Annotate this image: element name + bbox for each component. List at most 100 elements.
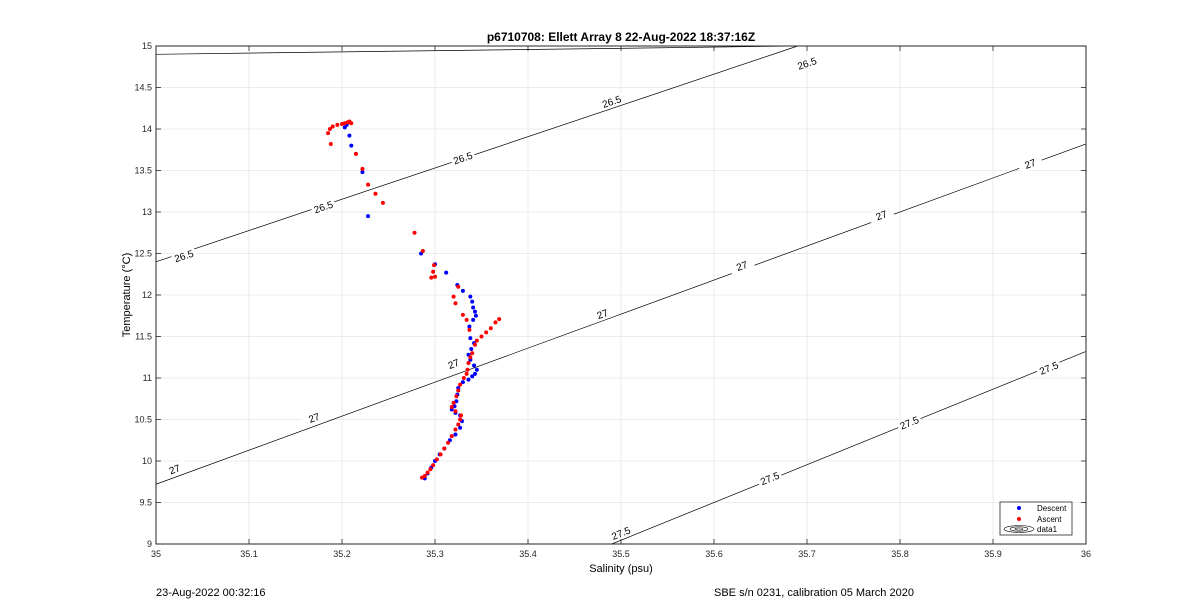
contour-label: 27 — [1023, 158, 1038, 172]
x-tick-label: 35.5 — [612, 549, 630, 559]
y-tick-label: 14.5 — [134, 83, 152, 93]
y-tick-label: 10.5 — [134, 415, 152, 425]
ascent-point — [460, 312, 465, 317]
y-tick-label: 13 — [142, 207, 152, 217]
descent-point — [453, 432, 458, 437]
contour-label-bg — [793, 53, 821, 73]
ascent-point — [442, 446, 447, 451]
ascent-point — [360, 166, 365, 171]
contour-label-bg — [300, 408, 328, 428]
x-tick-label: 35.6 — [705, 549, 723, 559]
ascent-point — [451, 294, 456, 299]
ascent-point — [456, 284, 461, 289]
contour-label: 27 — [307, 412, 322, 426]
legend-contour-icon — [1003, 525, 1035, 533]
ascent-point — [335, 122, 340, 127]
descent-point — [474, 367, 479, 372]
y-tick-label: 10 — [142, 456, 152, 466]
ascent-point — [330, 124, 335, 129]
contour-label-bg — [895, 412, 923, 433]
grid-lines — [155, 45, 1087, 545]
ascent-point — [461, 376, 466, 380]
ascent-point — [373, 191, 378, 196]
ascent-point — [419, 475, 424, 480]
y-tick-label: 11 — [143, 373, 152, 383]
contour-line — [611, 351, 1087, 545]
y-tick-label: 9.5 — [139, 498, 152, 508]
ascent-point — [453, 427, 458, 432]
x-tick-label: 35.2 — [333, 549, 351, 559]
ascent-point — [472, 342, 477, 347]
descent-point — [471, 305, 476, 310]
y-tick-label: 14 — [142, 124, 152, 134]
descent-point — [366, 214, 371, 219]
descent-point — [444, 270, 449, 275]
ascent-point — [497, 317, 502, 322]
ascent-point — [431, 463, 436, 468]
ascent-point — [446, 440, 451, 445]
ascent-point — [429, 275, 434, 280]
ascent-point — [464, 371, 469, 376]
ascent-point — [456, 388, 461, 393]
footer-sensor-note: SBE s/n 0231, calibration 05 March 2020 — [714, 587, 914, 599]
x-tick-label: 35.8 — [891, 549, 909, 559]
axis-ticks: 35 35.1 35.2 35.3 35.4 35.5 35.6 35.7 35.8 35.9 36… — [134, 41, 1091, 559]
descent-point — [470, 299, 475, 304]
ascent-point — [412, 230, 417, 235]
contour-label: 26.5 — [313, 200, 335, 217]
ascent-point — [458, 382, 463, 387]
descent-point — [472, 309, 477, 314]
descent-point — [342, 125, 347, 130]
contour-label: 26.5 — [452, 151, 474, 168]
ascent-point — [449, 434, 454, 439]
contour-label: 26.5 — [796, 56, 818, 73]
contour-label-bg — [607, 523, 635, 544]
x-tick-label: 35.3 — [426, 549, 444, 559]
descent-point — [472, 371, 477, 376]
contour-label-bg — [598, 92, 625, 112]
descent-point — [349, 143, 354, 148]
ascent-point — [431, 269, 436, 274]
y-tick-label: 12.5 — [134, 249, 152, 259]
legend-box — [999, 501, 1073, 536]
legend-contour-label: data1 — [1037, 525, 1058, 534]
descent-point — [460, 380, 465, 385]
ascent-point — [488, 326, 493, 331]
ascent-point — [428, 467, 433, 472]
ascent-point — [380, 200, 385, 205]
legend-descent-label: Descent — [1037, 504, 1067, 513]
ascent-point — [458, 417, 463, 422]
contour-label: 27 — [168, 463, 183, 477]
x-tick-label: 35.7 — [798, 549, 816, 559]
contour-label-bg — [449, 148, 477, 168]
descent-point — [470, 374, 475, 379]
contour-label-bg — [589, 304, 616, 324]
legend-descent-marker — [1017, 506, 1021, 510]
descent-point — [468, 294, 473, 299]
y-tick-label: 12 — [142, 290, 152, 300]
ascent-point — [449, 405, 454, 410]
y-axis-label: Temperature (°C) — [121, 253, 133, 337]
contour-line — [155, 143, 1087, 485]
density-contours: 26.526.526.526.526.52727272727272727.527… — [155, 45, 1087, 545]
descent-point — [466, 377, 471, 382]
ascent-point — [433, 274, 437, 279]
ascent-point — [434, 457, 439, 462]
ascent-point — [456, 422, 461, 427]
ascent-point — [353, 151, 358, 156]
descent-point — [469, 346, 474, 351]
contour-label-bg — [1016, 154, 1044, 174]
ascent-point — [438, 452, 443, 457]
ascent-point — [459, 413, 464, 418]
ascent-point — [453, 409, 458, 414]
ascent-point — [349, 121, 354, 126]
descent-point — [460, 288, 465, 293]
x-tick-label: 35.4 — [519, 549, 537, 559]
ascent-point — [470, 351, 475, 356]
x-axis-label: Salinity (psu) — [589, 563, 653, 575]
contour-line — [155, 45, 798, 55]
legend-ascent-marker — [1017, 517, 1021, 521]
contour-label-bg — [440, 354, 467, 374]
descent-point — [458, 425, 463, 430]
ascent-point — [326, 131, 331, 136]
